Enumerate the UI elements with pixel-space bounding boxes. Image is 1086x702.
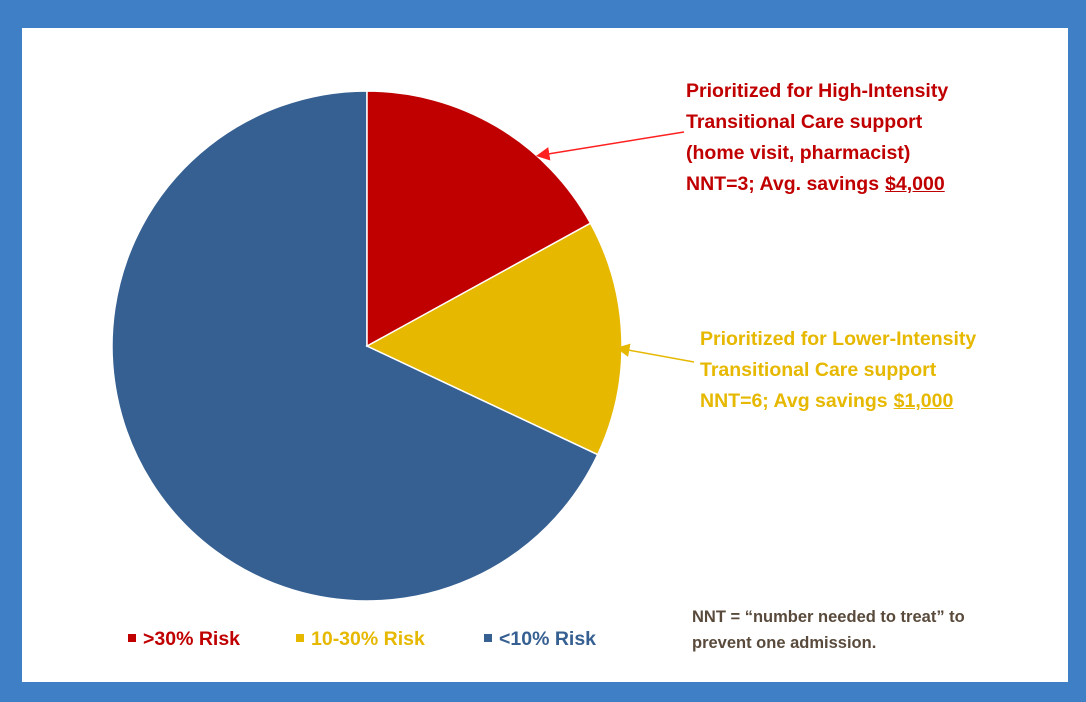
- annotation-text: NNT=6; Avg savings: [700, 390, 888, 412]
- annotation-text: Transitional Care support: [686, 111, 923, 133]
- annotation-text: Prioritized for Lower-Intensity: [700, 328, 977, 350]
- legend-label: <10% Risk: [499, 628, 597, 650]
- footnote-line: prevent one admission.: [692, 634, 877, 652]
- legend-item: 10-30% Risk: [296, 628, 425, 651]
- legend-label: 10-30% Risk: [311, 628, 425, 650]
- legend-item: >30% Risk: [128, 628, 240, 651]
- annotation-text: $4,000: [885, 173, 945, 195]
- footnote-line: NNT = “number needed to treat” to: [692, 608, 965, 626]
- arrow: [536, 131, 685, 161]
- legend-swatch: [484, 633, 492, 642]
- annotation-line: Transitional Care support: [700, 355, 976, 386]
- annotation-line: NNT=3; Avg. savings $4,000: [686, 169, 948, 200]
- pie-slice: [365, 222, 623, 456]
- annotation-text: NNT=3; Avg. savings: [686, 173, 880, 195]
- arrow: [616, 343, 695, 363]
- annotation-line: Transitional Care support: [686, 107, 948, 138]
- annotation-line: (home visit, pharmacist): [686, 138, 948, 169]
- pie-slice: [111, 90, 599, 602]
- annotation: Prioritized for High-Intensity Transition…: [686, 76, 948, 200]
- annotation-text: (home visit, pharmacist): [686, 142, 911, 164]
- annotation-line: Prioritized for Lower-Intensity: [700, 324, 976, 355]
- legend-swatch: [128, 633, 136, 642]
- legend-label: >30% Risk: [143, 628, 241, 650]
- footnote: NNT = “number needed to treat” to prevent…: [692, 604, 965, 656]
- annotation-text: $1,000: [893, 390, 954, 412]
- annotation-line: Prioritized for High-Intensity: [686, 76, 948, 107]
- legend-item: <10% Risk: [484, 628, 596, 651]
- legend-swatch: [296, 633, 304, 642]
- annotation-text: Transitional Care support: [700, 359, 937, 381]
- annotation: Prioritized for Lower-Intensity Transitio…: [700, 324, 976, 417]
- annotation-line: NNT=6; Avg savings $1,000: [700, 386, 976, 417]
- pie-slice: [366, 90, 592, 348]
- annotation-text: Prioritized for High-Intensity: [686, 80, 949, 102]
